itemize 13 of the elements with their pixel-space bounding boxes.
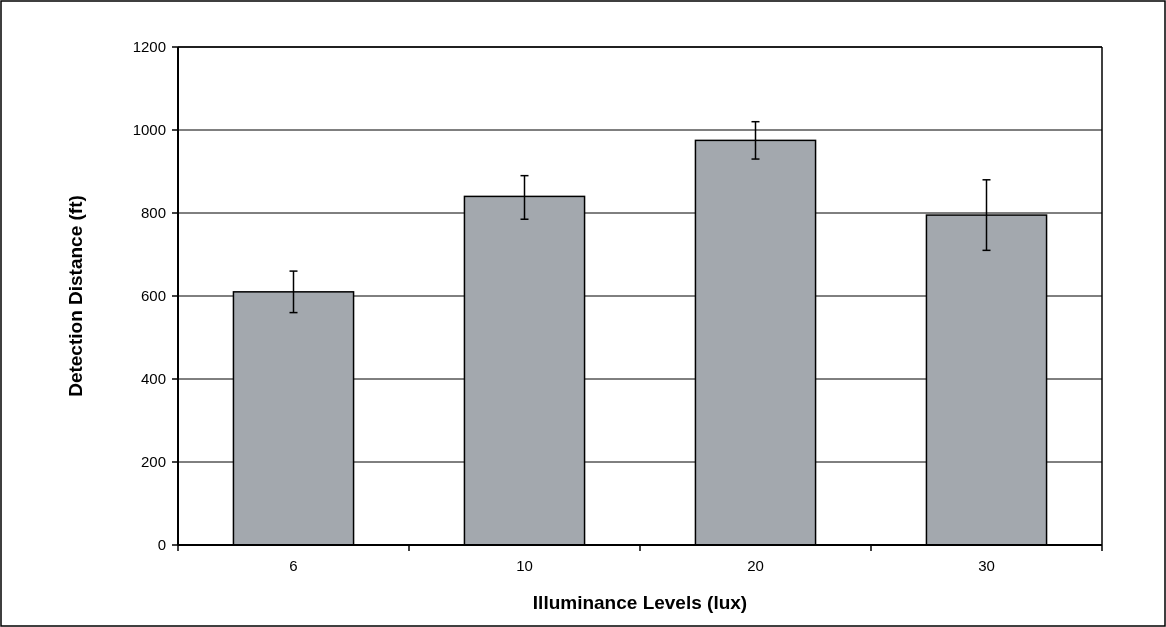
y-tick-label: 800 (140, 204, 166, 222)
y-tick-label: 600 (140, 287, 166, 305)
y-tick-label: 400 (140, 370, 166, 388)
x-tick-label: 30 (978, 557, 995, 574)
y-tick-label: 1000 (132, 121, 166, 139)
y-axis-title: Detection Distance (ft) (65, 195, 86, 397)
x-tick-label: 6 (289, 557, 298, 574)
y-tick-label: 200 (140, 453, 166, 471)
y-tick-label: 1200 (132, 38, 166, 56)
x-axis-title: Illuminance Levels (lux) (532, 592, 748, 613)
x-tick-label: 20 (747, 557, 764, 574)
x-tick-label: 10 (516, 557, 533, 574)
y-tick-label: 0 (157, 536, 166, 554)
